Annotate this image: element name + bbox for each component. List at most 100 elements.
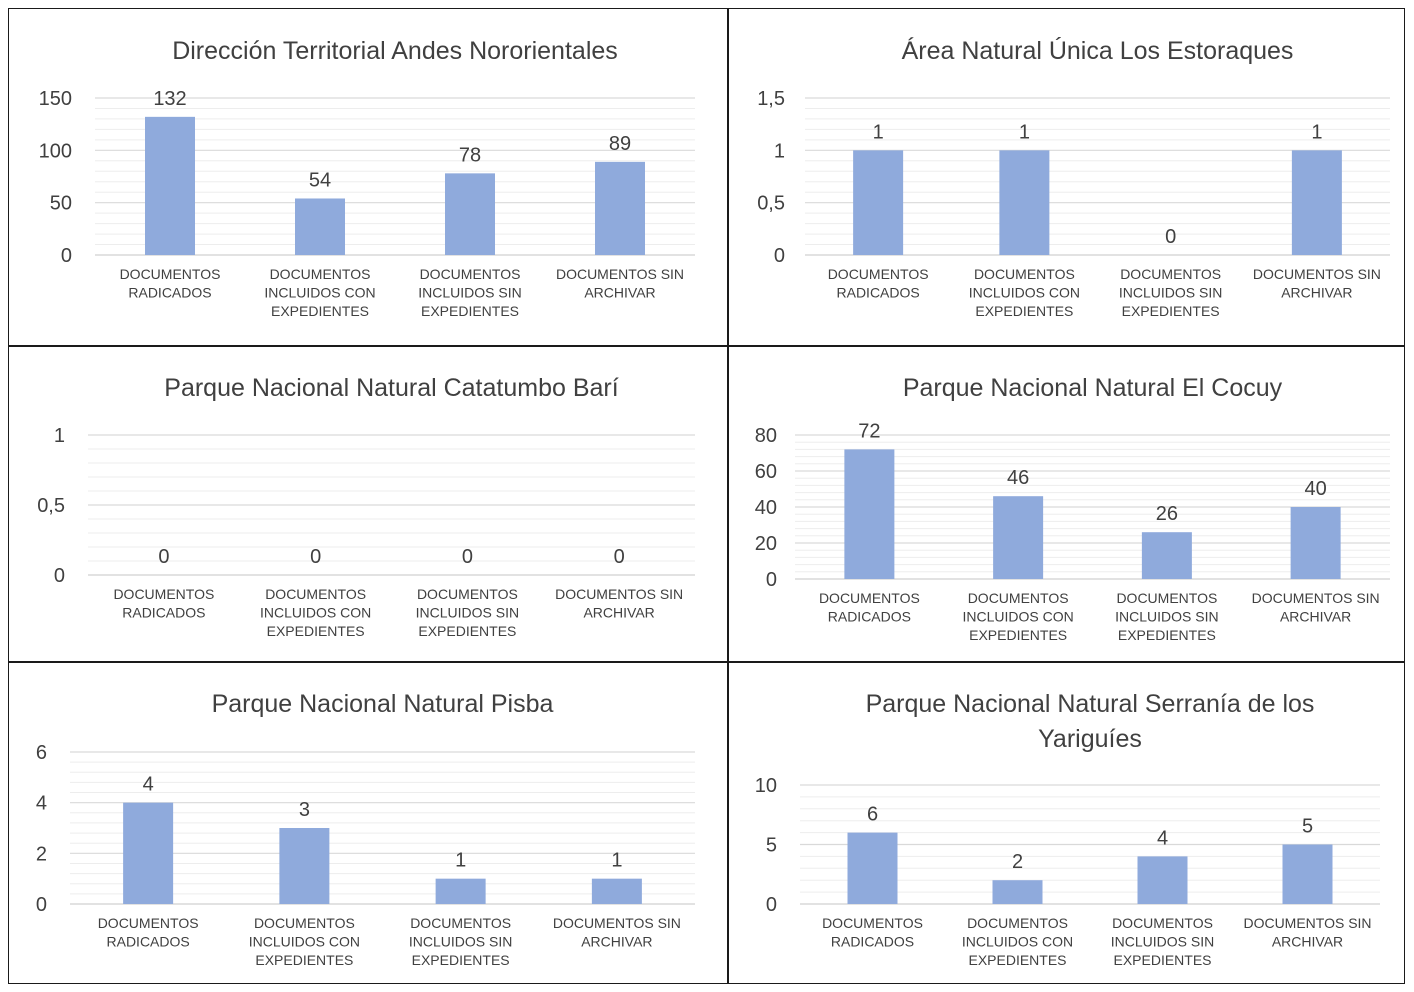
category-label: EXPEDIENTES (271, 303, 369, 319)
data-label: 26 (1156, 503, 1178, 525)
chart-panel: Parque Nacional Natural Catatumbo Barí 0 0… (8, 346, 728, 662)
y-tick-label: 60 (755, 461, 777, 483)
bar (1290, 507, 1341, 579)
category-label: ARCHIVAR (584, 285, 655, 301)
category-label: INCLUIDOS SIN (1119, 285, 1222, 301)
category-label: DOCUMENTOS (265, 586, 366, 602)
category-label: DOCUMENTOS (254, 915, 355, 931)
category-label: INCLUIDOS CON (962, 934, 1073, 950)
data-label: 5 (1302, 816, 1313, 838)
chart-title: Parque Nacional Natural Pisba (212, 690, 554, 718)
chart-svg: Parque Nacional Natural Pisba 0 2 4 6 4 DOCUME… (36, 690, 695, 968)
category-label: EXPEDIENTES (1113, 952, 1211, 968)
category-label: INCLUIDOS SIN (1111, 934, 1214, 950)
data-label: 1 (873, 121, 884, 143)
category-label: EXPEDIENTES (418, 623, 516, 639)
category-label: EXPEDIENTES (421, 303, 519, 319)
y-tick-label: 1,5 (757, 88, 785, 110)
category-label: INCLUIDOS CON (963, 609, 1074, 625)
y-tick-label: 1 (774, 140, 785, 162)
data-label: 89 (609, 133, 631, 155)
chart-title: Dirección Territorial Andes Nororientale… (172, 37, 618, 65)
y-tick-label: 5 (766, 835, 777, 857)
category-label: RADICADOS (837, 285, 920, 301)
chart-panel: Parque Nacional Natural Serranía de los Y… (728, 662, 1405, 984)
data-label: 4 (1157, 827, 1168, 849)
category-label: INCLUIDOS SIN (418, 285, 521, 301)
chart-panel: Parque Nacional Natural El Cocuy 0 20 40 60 8… (728, 346, 1405, 662)
category-label: ARCHIVAR (1272, 934, 1343, 950)
category-label: DOCUMENTOS (974, 266, 1075, 282)
bar (595, 161, 645, 255)
category-label: INCLUIDOS CON (249, 934, 360, 950)
chart-title: Parque Nacional Natural Serranía de los (866, 690, 1315, 718)
bar (993, 496, 1044, 579)
y-tick-label: 80 (755, 425, 777, 447)
y-tick-label: 40 (755, 497, 777, 519)
data-label: 0 (614, 546, 625, 568)
category-label: INCLUIDOS SIN (409, 934, 512, 950)
category-label: EXPEDIENTES (1118, 627, 1216, 643)
category-label: DOCUMENTOS SIN (1252, 590, 1380, 606)
category-label: ARCHIVAR (583, 605, 654, 621)
category-label: EXPEDIENTES (412, 952, 510, 968)
category-label: DOCUMENTOS (410, 915, 511, 931)
category-label: DOCUMENTOS SIN (555, 586, 683, 602)
data-label: 1 (455, 850, 466, 872)
y-tick-label: 50 (50, 193, 72, 215)
category-label: DOCUMENTOS (1112, 915, 1213, 931)
y-tick-label: 10 (755, 775, 777, 797)
y-tick-label: 0 (774, 245, 785, 267)
category-label: DOCUMENTOS (822, 915, 923, 931)
data-label: 3 (299, 799, 310, 821)
category-label: ARCHIVAR (1281, 285, 1352, 301)
y-tick-label: 0,5 (757, 193, 785, 215)
y-tick-label: 6 (36, 742, 47, 764)
category-label: DOCUMENTOS (1120, 266, 1221, 282)
category-label: RADICADOS (828, 609, 911, 625)
category-label: INCLUIDOS SIN (1115, 609, 1218, 625)
data-label: 0 (310, 546, 321, 568)
chart-svg: Parque Nacional Natural Catatumbo Barí 0 0… (37, 374, 695, 639)
category-label: DOCUMENTOS (120, 266, 221, 282)
data-label: 6 (867, 804, 878, 826)
bar (295, 198, 345, 255)
bar (853, 150, 904, 255)
category-label: EXPEDIENTES (267, 623, 365, 639)
category-label: EXPEDIENTES (255, 952, 353, 968)
y-tick-label: 0 (54, 565, 65, 587)
category-label: INCLUIDOS SIN (416, 605, 519, 621)
bar (844, 449, 895, 579)
category-label: DOCUMENTOS (270, 266, 371, 282)
data-label: 4 (143, 774, 154, 796)
category-label: RADICADOS (128, 285, 211, 301)
y-tick-label: 2 (36, 843, 47, 865)
category-label: DOCUMENTOS (1116, 590, 1217, 606)
chart-title: Parque Nacional Natural Catatumbo Barí (164, 374, 618, 402)
data-label: 1 (1311, 121, 1322, 143)
data-label: 132 (153, 88, 186, 110)
y-tick-label: 0 (766, 569, 777, 591)
category-label: RADICADOS (107, 934, 190, 950)
category-label: DOCUMENTOS (967, 915, 1068, 931)
category-label: ARCHIVAR (1280, 609, 1351, 625)
category-label: INCLUIDOS CON (969, 285, 1080, 301)
y-tick-label: 0,5 (37, 495, 65, 517)
category-label: EXPEDIENTES (975, 303, 1073, 319)
chart-panel: Área Natural Única Los Estoraques 0 0,5 1 1,… (728, 8, 1405, 346)
bar (445, 173, 495, 255)
bar (999, 150, 1050, 255)
category-label: DOCUMENTOS (98, 915, 199, 931)
bar (1137, 856, 1188, 904)
chart-svg: Área Natural Única Los Estoraques 0 0,5 1 1,… (757, 36, 1390, 319)
category-label: DOCUMENTOS (420, 266, 521, 282)
bar (435, 878, 486, 904)
category-label: DOCUMENTOS SIN (553, 915, 681, 931)
y-tick-label: 4 (36, 793, 47, 815)
y-tick-label: 150 (39, 88, 72, 110)
chart-title: Área Natural Única Los Estoraques (902, 36, 1294, 65)
data-label: 54 (309, 169, 331, 191)
bar (123, 802, 174, 904)
category-label: INCLUIDOS CON (260, 605, 371, 621)
